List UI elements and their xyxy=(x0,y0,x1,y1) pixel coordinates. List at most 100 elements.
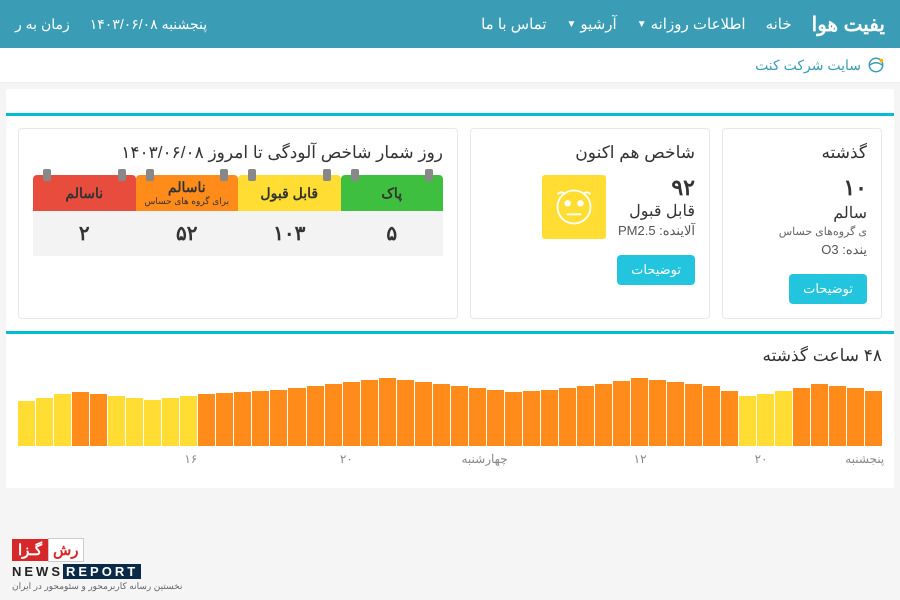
chart-x-label: ۲۰ xyxy=(340,452,353,466)
chart-bar xyxy=(721,391,738,446)
explain-button-now[interactable]: توضیحات xyxy=(617,255,695,285)
day-label: پاک xyxy=(381,185,402,202)
chart-bar xyxy=(126,398,143,446)
aqi-face-icon xyxy=(542,175,606,239)
chart-bar xyxy=(361,380,378,446)
chart-bar xyxy=(649,380,666,446)
now-status: قابل قبول xyxy=(618,201,695,221)
day-card: قابل قبول ۱۰۳ xyxy=(238,175,341,256)
ie-icon xyxy=(867,56,885,74)
chart-bar xyxy=(667,382,684,446)
chart-bar xyxy=(18,401,35,446)
chart-bar xyxy=(144,400,161,446)
chart-x-label: ۲۰ xyxy=(755,452,768,466)
chart-bar xyxy=(433,384,450,446)
chart-bar xyxy=(270,390,287,446)
chart-bar xyxy=(90,394,107,446)
chart-bar xyxy=(685,384,702,446)
day-card: پاک ۵ xyxy=(341,175,444,256)
card-yesterday-title: گذشته xyxy=(737,143,867,163)
chart-bar xyxy=(180,396,197,446)
nav-home[interactable]: خانه xyxy=(766,15,792,33)
chart-bar xyxy=(865,391,882,446)
chart-x-label: چهارشنبه xyxy=(461,452,507,466)
chart-x-label: ۱۲ xyxy=(634,452,647,466)
chart-bar xyxy=(234,392,251,446)
day-label: قابل قبول xyxy=(260,185,318,202)
chart-bar xyxy=(36,398,53,446)
chart-bar xyxy=(252,391,269,446)
yesterday-pollutant: ینده: O3 xyxy=(737,242,867,258)
divider xyxy=(6,331,894,334)
chart-bar xyxy=(415,382,432,446)
card-yesterday: گذشته ۱۰ سالم ی گروه‌های حساس ینده: O3 ت… xyxy=(722,128,882,319)
chart-bar xyxy=(307,386,324,446)
chart-bar xyxy=(829,386,846,446)
day-value: ۵ xyxy=(341,211,444,256)
chart-bar xyxy=(108,396,125,446)
day-label: ناسالم xyxy=(168,179,206,196)
explain-button-yesterday[interactable]: توضیحات xyxy=(789,274,867,304)
chart-bar xyxy=(54,394,71,446)
day-sublabel: برای گروه های حساس xyxy=(144,196,229,207)
chart-bar xyxy=(559,388,576,446)
day-card-header: پاک xyxy=(341,175,444,211)
chart-48h: ۴۸ ساعت گذشته پنجشنبه ۲۰ ۱۲ چهارشنبه ۲۰ ۱۶ xyxy=(18,346,882,476)
day-value: ۲ xyxy=(33,211,136,256)
day-value: ۵۲ xyxy=(136,211,239,256)
chart-bar xyxy=(847,388,864,446)
chart-x-label: ۱۶ xyxy=(184,452,197,466)
main-content: گذشته ۱۰ سالم ی گروه‌های حساس ینده: O3 ت… xyxy=(6,89,894,488)
chart-bar xyxy=(541,390,558,446)
chart-bar xyxy=(775,391,792,446)
yesterday-value: ۱۰ xyxy=(737,175,867,201)
chart-bar xyxy=(703,386,720,446)
now-value: ۹۲ xyxy=(618,175,695,201)
chart-bar xyxy=(397,380,414,446)
time-label: زمان به ر xyxy=(15,16,70,33)
day-card: ناسالمبرای گروه های حساس۵۲ xyxy=(136,175,239,256)
chart-bar xyxy=(793,388,810,446)
chart-bar xyxy=(523,391,540,446)
nav-contact[interactable]: تماس با ما xyxy=(481,15,546,33)
main-navbar: یفیت هوا خانه اطلاعات روزانه▼ آرشیو▼ تما… xyxy=(0,0,900,48)
chart-bar xyxy=(343,382,360,446)
nav-archive[interactable]: آرشیو▼ xyxy=(567,15,617,33)
card-now: شاخص هم اکنون ۹۲ قابل قبول آلاینده: PM2.… xyxy=(470,128,710,319)
day-label: ناسالم xyxy=(65,185,103,202)
chart-bar xyxy=(469,388,486,446)
card-now-title: شاخص هم اکنون xyxy=(485,143,695,163)
day-card-header: ناسالمبرای گروه های حساس xyxy=(136,175,239,211)
day-card-header: قابل قبول xyxy=(238,175,341,211)
chart-bar xyxy=(216,393,233,446)
current-date: پنجشنبه ۱۴۰۳/۰۶/۰۸ xyxy=(90,16,207,33)
chart-bar xyxy=(577,386,594,446)
chart-bar xyxy=(288,388,305,446)
subbar-text: سایت شرکت کنت xyxy=(755,57,861,74)
divider xyxy=(6,113,894,116)
yesterday-status: سالم xyxy=(737,203,867,223)
chart-bar xyxy=(595,384,612,446)
brand-title: یفیت هوا xyxy=(812,12,885,37)
chevron-down-icon: ▼ xyxy=(637,19,647,30)
chart-bar xyxy=(379,378,396,446)
nav-daily-info[interactable]: اطلاعات روزانه▼ xyxy=(637,15,746,33)
sub-header: سایت شرکت کنت xyxy=(0,48,900,83)
chart-bar xyxy=(487,390,504,446)
chart-x-label: پنجشنبه xyxy=(845,452,884,466)
chart-bar xyxy=(613,381,630,446)
chart-bar xyxy=(631,378,648,446)
chart-bar xyxy=(451,386,468,446)
chart-bar xyxy=(325,384,342,446)
chart-bar xyxy=(739,396,756,446)
chart-bar xyxy=(811,384,828,446)
day-value: ۱۰۳ xyxy=(238,211,341,256)
chart-bar xyxy=(757,394,774,446)
day-card-header: ناسالم xyxy=(33,175,136,211)
chart-bar xyxy=(505,392,522,446)
chart-bar xyxy=(72,392,89,446)
yesterday-sub: ی گروه‌های حساس xyxy=(737,225,867,238)
chart-title: ۴۸ ساعت گذشته xyxy=(18,346,882,366)
watermark-logo: گـزا رش NEWSREPORT نخستین رسانه کاربرمحو… xyxy=(12,538,182,592)
now-pollutant: آلاینده: PM2.5 xyxy=(618,223,695,239)
